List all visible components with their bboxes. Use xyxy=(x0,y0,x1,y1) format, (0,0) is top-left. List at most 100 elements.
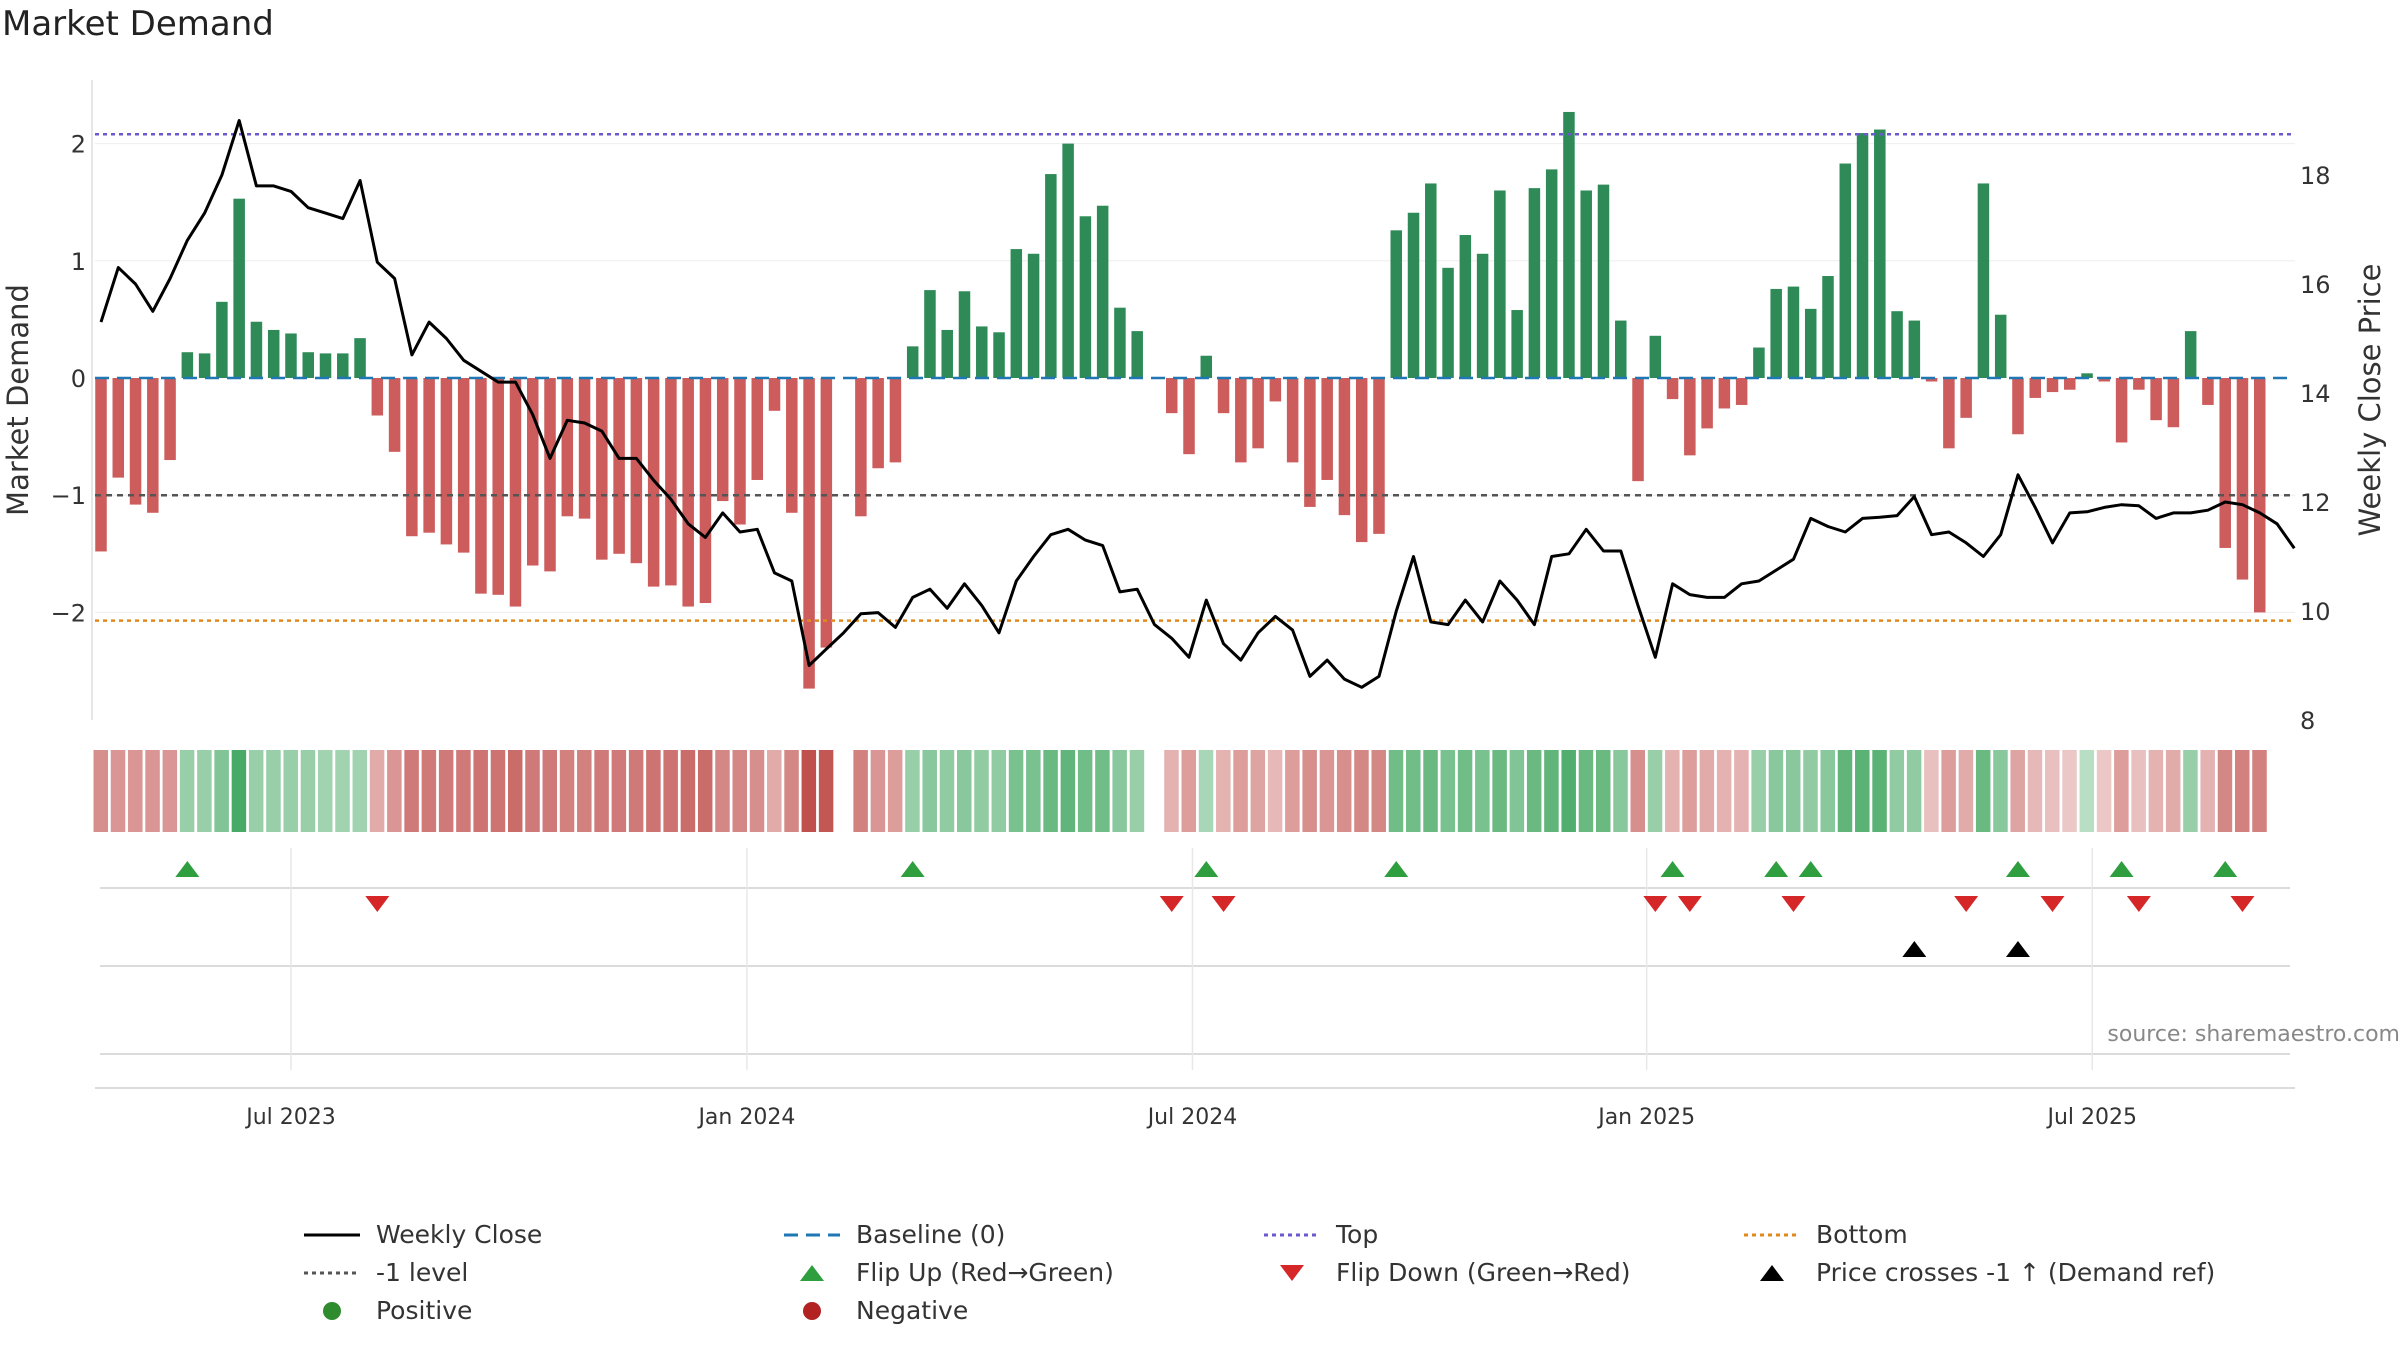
demand-bar-positive xyxy=(993,332,1005,378)
demand-bar-negative xyxy=(2236,378,2249,580)
demand-bar-positive xyxy=(1908,320,1921,378)
heat-strip-cell xyxy=(801,750,817,832)
demand-bar-positive xyxy=(1770,288,1782,378)
heat-strip-cell xyxy=(1682,750,1697,832)
heat-strip-cell xyxy=(663,750,678,832)
heat-strip-cell xyxy=(1734,750,1749,832)
legend-item: Negative xyxy=(780,1296,968,1325)
right-tick-label: 8 xyxy=(2300,707,2315,735)
demand-bar-negative xyxy=(544,378,556,572)
demand-bar-negative xyxy=(803,378,815,689)
flip-down-marker xyxy=(1643,896,1668,912)
demand-bar-negative xyxy=(613,378,625,554)
demand-bar-negative xyxy=(578,378,591,519)
heat-strip-cell xyxy=(1958,750,1974,832)
demand-bar-negative xyxy=(1925,378,1938,382)
demand-bar-positive xyxy=(1787,286,1800,378)
flip-down-marker xyxy=(2230,896,2255,912)
heat-strip-cell xyxy=(939,750,955,832)
heat-strip-cell xyxy=(1993,750,2008,832)
demand-bar-positive xyxy=(1511,310,1523,378)
demand-bar-positive xyxy=(319,353,332,378)
demand-bar-negative xyxy=(1943,378,1955,449)
legend-item: Flip Up (Red→Green) xyxy=(780,1258,1114,1287)
heat-strip-cell xyxy=(957,750,972,832)
heat-strip-cell xyxy=(1043,750,1058,832)
demand-bar-negative xyxy=(2202,378,2214,405)
demand-bar-positive xyxy=(924,290,936,378)
heat-strip-cell xyxy=(784,750,799,832)
heat-strip-cell xyxy=(438,750,454,832)
heat-strip-cell xyxy=(2096,750,2112,832)
heat-strip-cell xyxy=(1077,750,1093,832)
heat-strip-cell xyxy=(1544,750,1559,832)
demand-bar-positive xyxy=(1425,183,1437,378)
demand-bar-positive xyxy=(1994,314,2007,378)
demand-bar-positive xyxy=(1891,311,1903,378)
heat-strip-cell xyxy=(387,750,402,832)
heat-strip-cell xyxy=(1233,750,1248,832)
heat-strip-cell xyxy=(318,750,333,832)
legend-item: Positive xyxy=(300,1296,472,1325)
demand-bar-negative xyxy=(492,378,504,595)
left-tick-label: −1 xyxy=(51,482,86,510)
demand-bar-positive xyxy=(1442,267,1454,378)
heat-strip-cell xyxy=(2252,750,2267,832)
demand-bar-negative xyxy=(734,378,746,525)
demand-bar-positive xyxy=(1131,331,1143,378)
heat-strip-cell xyxy=(1129,750,1145,832)
demand-bar-positive xyxy=(198,353,211,378)
heat-strip-cell xyxy=(2114,750,2129,832)
price-cross-marker xyxy=(1902,941,1927,957)
demand-bar-positive xyxy=(1027,253,1040,378)
heat-strip-cell xyxy=(1768,750,1784,832)
legend-label: Price crosses -1 ↑ (Demand ref) xyxy=(1816,1258,2216,1287)
heat-strip-cell xyxy=(2027,750,2043,832)
demand-bar-negative xyxy=(1217,378,1230,414)
heat-strip-cell xyxy=(1095,750,1110,832)
heat-strip-cell xyxy=(2234,750,2250,832)
right-axis-label: Weekly Close Price xyxy=(2353,264,2387,537)
legend-label: Top xyxy=(1336,1220,1379,1249)
heat-strip-cell xyxy=(715,750,730,832)
right-tick-label: 14 xyxy=(2300,380,2331,408)
demand-bar-positive xyxy=(216,301,228,378)
heat-strip-cell xyxy=(93,750,108,832)
demand-bar-positive xyxy=(1476,253,1489,378)
flip-up-marker xyxy=(2213,861,2238,877)
demand-bar-positive xyxy=(1753,347,1765,378)
right-tick-label: 16 xyxy=(2300,271,2331,299)
demand-bar-positive xyxy=(976,326,988,378)
demand-bar-positive xyxy=(1114,307,1126,378)
heat-strip-cell xyxy=(2131,750,2146,832)
heat-strip-cell xyxy=(2148,750,2164,832)
legend-label: Weekly Close xyxy=(376,1220,543,1249)
heat-strip-cell xyxy=(818,750,834,832)
x-tick-label: Jul 2023 xyxy=(244,1105,336,1130)
demand-bar-negative xyxy=(596,378,608,560)
demand-bar-positive xyxy=(1494,190,1506,378)
heat-strip-cell xyxy=(2079,750,2095,832)
heat-strip-cell xyxy=(1354,750,1369,832)
demand-bar-positive xyxy=(1010,249,1023,378)
demand-bar-positive xyxy=(1200,355,1213,378)
heat-strip-cell xyxy=(887,750,903,832)
demand-bar-negative xyxy=(1235,378,1247,463)
heat-strip-cell xyxy=(1820,750,1835,832)
demand-bar-positive xyxy=(1045,174,1057,378)
flip-down-marker xyxy=(1211,896,1236,912)
demand-bar-positive xyxy=(1545,169,1558,378)
demand-bar-negative xyxy=(768,378,781,411)
demand-bar-negative xyxy=(147,378,159,513)
demand-bar-negative xyxy=(129,378,142,505)
heat-strip-cell xyxy=(1751,750,1766,832)
heat-strip-cell xyxy=(1475,750,1490,832)
demand-bar-negative xyxy=(716,378,729,502)
heat-strip-cell xyxy=(1216,750,1231,832)
heat-strip-cell xyxy=(1647,750,1663,832)
legend-item: -1 level xyxy=(300,1258,468,1287)
demand-bar-negative xyxy=(1666,378,1679,400)
demand-bar-positive xyxy=(1062,143,1074,378)
heat-strip-cell xyxy=(2010,750,2025,832)
weekly-close-line xyxy=(99,119,2296,689)
